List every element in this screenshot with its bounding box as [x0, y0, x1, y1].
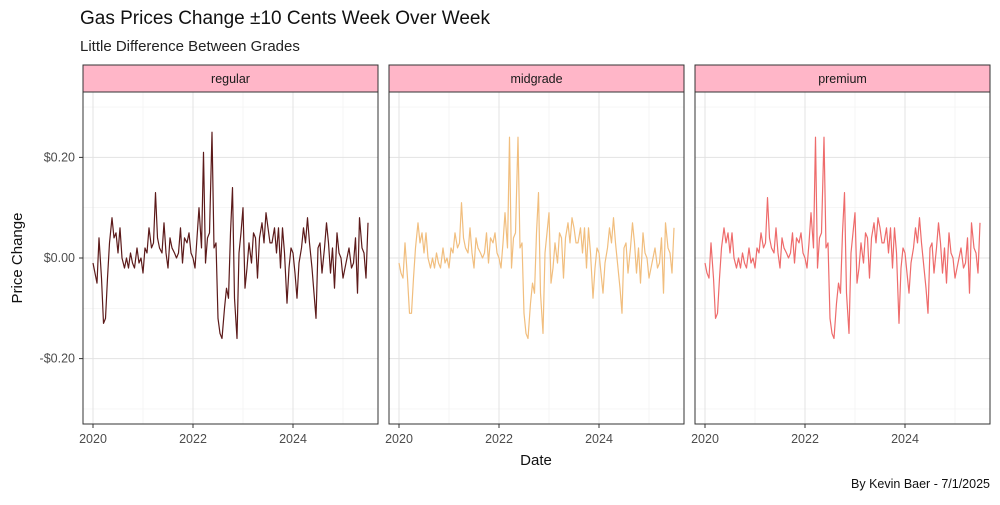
- x-tick-label: 2020: [79, 432, 107, 446]
- panel-premium: premium 2020 2022 2024: [691, 64, 991, 446]
- facet-strip: [82, 64, 379, 93]
- series-line-premium: [704, 136, 981, 340]
- chart-caption: By Kevin Baer - 7/1/2025: [851, 477, 990, 491]
- x-tick-label: 2022: [179, 432, 207, 446]
- x-tick-label: 2024: [891, 432, 919, 446]
- facet-strip-label: premium: [818, 72, 867, 86]
- series-line-regular: [92, 131, 369, 340]
- panel-midgrade: midgrade 2020 2022 2024: [385, 64, 685, 446]
- panel-regular: regular 2020 2022 2024: [79, 64, 379, 446]
- y-tick-label: $0.20: [44, 150, 75, 164]
- x-tick-label: 2022: [791, 432, 819, 446]
- x-tick-label: 2022: [485, 432, 513, 446]
- y-axis-title: Price Change: [9, 213, 26, 304]
- x-tick-label: 2020: [691, 432, 719, 446]
- facet-strip: [694, 64, 991, 93]
- x-tick-label: 2024: [279, 432, 307, 446]
- chart-subtitle: Little Difference Between Grades: [80, 38, 300, 55]
- x-tick-label: 2020: [385, 432, 413, 446]
- facet-strip-label: regular: [211, 72, 250, 86]
- x-axis-title: Date: [520, 452, 552, 469]
- y-tick-label: $0.00: [44, 251, 75, 265]
- x-tick-label: 2024: [585, 432, 613, 446]
- y-tick-label: -$0.20: [40, 352, 75, 366]
- series-line-midgrade: [398, 136, 675, 340]
- facet-strip: [388, 64, 685, 93]
- chart-title: Gas Prices Change ±10 Cents Week Over We…: [80, 8, 490, 29]
- facet-strip-label: midgrade: [510, 72, 562, 86]
